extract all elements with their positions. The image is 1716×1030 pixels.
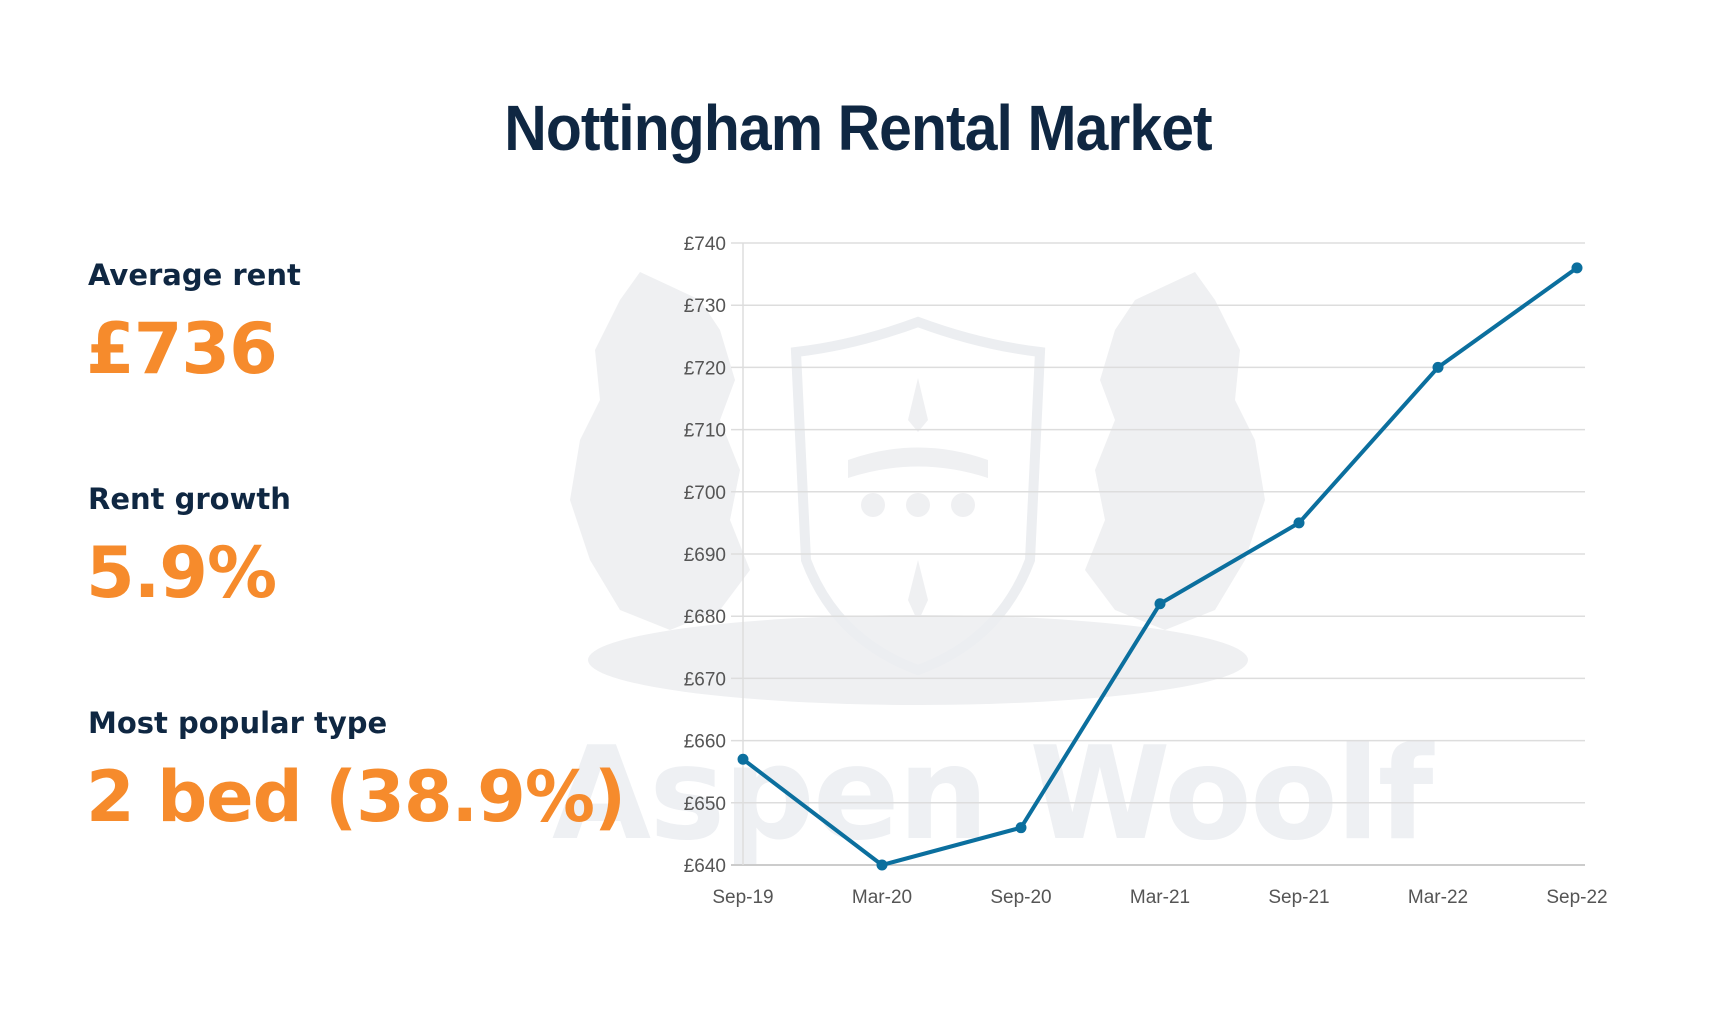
stat-label: Most popular type: [88, 706, 388, 740]
stat-value: £736: [86, 308, 278, 390]
data-point[interactable]: [1432, 361, 1444, 373]
series-line: [741, 266, 1579, 867]
data-point[interactable]: [1571, 262, 1583, 274]
y-tick-label: £680: [684, 607, 726, 628]
y-tick-label: £730: [684, 296, 726, 317]
data-point[interactable]: [1154, 598, 1166, 610]
y-tick-label: £700: [684, 483, 726, 504]
x-tick-label: Sep-20: [990, 887, 1051, 908]
x-tick-label: Sep-22: [1546, 887, 1607, 908]
y-tick-label: £720: [684, 358, 726, 379]
page-title: Nottingham Rental Market: [504, 91, 1212, 164]
x-tick-label: Mar-21: [1130, 887, 1190, 908]
stat-label: Rent growth: [88, 482, 291, 516]
stat-value: 5.9%: [86, 532, 277, 614]
y-tick-label: £660: [684, 732, 726, 753]
y-tick-label: £640: [684, 856, 726, 877]
y-tick-label: £650: [684, 794, 726, 815]
y-tick-label: £690: [684, 545, 726, 566]
y-tick-label: £710: [684, 421, 726, 442]
x-tick-label: Sep-21: [1268, 887, 1329, 908]
stat-value: 2 bed (38.9%): [86, 756, 626, 838]
data-point[interactable]: [737, 753, 749, 765]
x-tick-label: Sep-19: [712, 887, 773, 908]
data-point[interactable]: [1015, 822, 1027, 834]
stat-label: Average rent: [88, 258, 301, 292]
data-point[interactable]: [1293, 517, 1305, 529]
watermark-text: Aspen Woolf: [552, 720, 1433, 869]
x-tick-label: Mar-20: [852, 887, 912, 908]
x-tick-label: Mar-22: [1408, 887, 1468, 908]
y-tick-label: £740: [684, 234, 726, 255]
data-point[interactable]: [876, 859, 888, 871]
y-tick-label: £670: [684, 669, 726, 690]
